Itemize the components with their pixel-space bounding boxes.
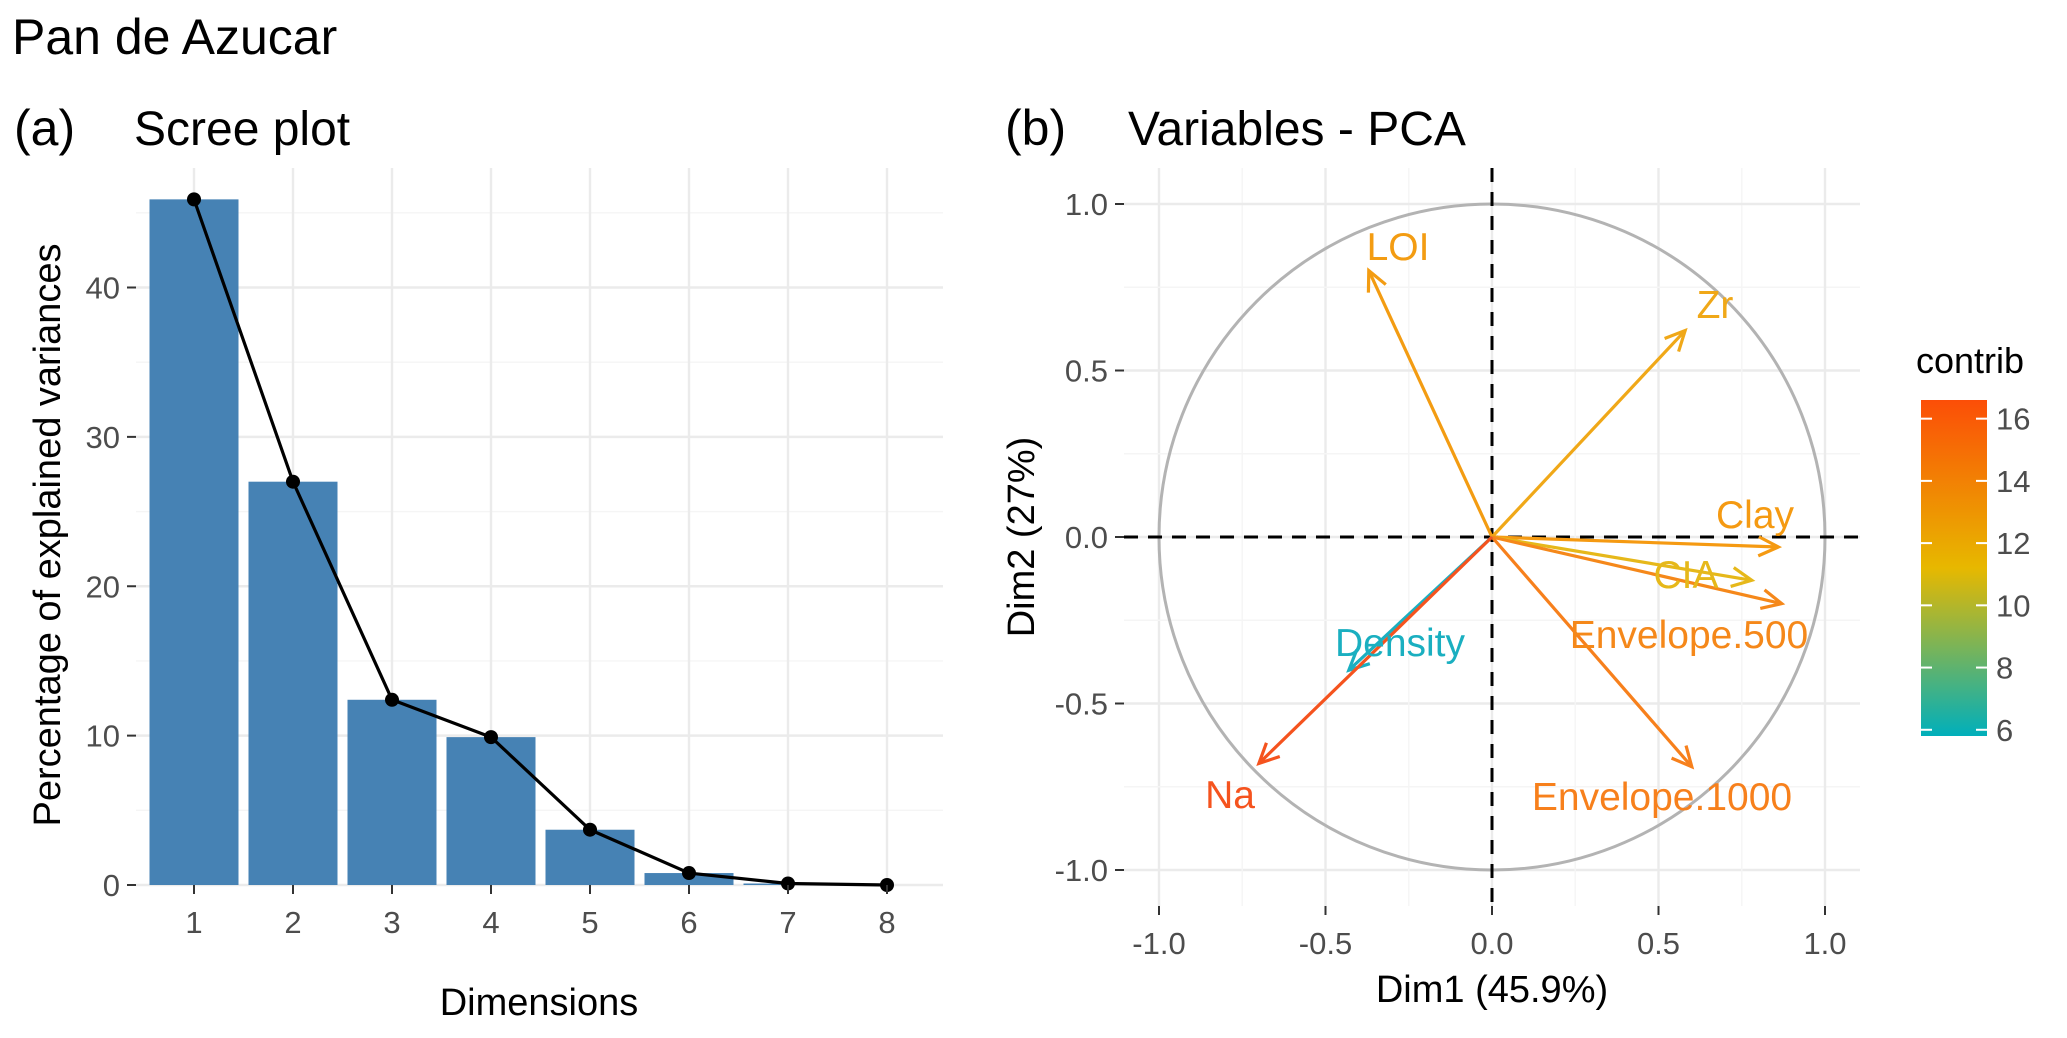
scree-bar: [446, 737, 536, 885]
pca-variable-labels: LOI Zr Clay CIA Envelope.500 Envelope.1000 Den…: [1205, 226, 1808, 819]
pca-y-tick-label: -1.0: [1055, 853, 1108, 888]
pca-label-envelope-500: Envelope.500: [1570, 614, 1809, 657]
pca-title: Variables - PCA: [1128, 103, 1466, 156]
scree-x-tick-label: 6: [680, 905, 697, 940]
legend-tick-label: 16: [1996, 402, 2030, 437]
legend-tick-label: 12: [1996, 526, 2030, 561]
pca-y-label: Dim2 (27%): [1001, 437, 1043, 638]
pca-variable-arrows: [1256, 267, 1786, 770]
panel-a-tag: (a): [14, 100, 75, 156]
pca-arrowhead-loi: [1366, 267, 1387, 293]
pca-label-density: Density: [1335, 622, 1466, 665]
pca-y-tick-label: 0.0: [1065, 520, 1108, 555]
contrib-legend: contrib 6 8 10 12 14 16: [1916, 340, 2030, 748]
legend-tick-label: 6: [1996, 713, 2013, 748]
pca-x-tick-label: 1.0: [1803, 926, 1846, 961]
pca-label-envelope-1000: Envelope.1000: [1532, 776, 1792, 819]
pca-arrowhead-density: [1346, 649, 1371, 673]
scree-y-tick-label: 40: [86, 271, 120, 306]
scree-point: [682, 866, 696, 881]
legend-tick-label: 8: [1996, 651, 2013, 686]
scree-x-tick-label: 4: [482, 905, 499, 940]
pca-y-tick-label: 0.5: [1065, 354, 1108, 389]
scree-bar: [248, 481, 338, 885]
legend-tick-label: 14: [1996, 464, 2030, 499]
pca-variables-panel: (b) Variables - PCA LOI Zr Clay CIA Envelope…: [1001, 100, 1860, 1011]
scree-bar: [347, 699, 437, 885]
scree-x-tick-label: 8: [878, 905, 895, 940]
scree-point: [583, 822, 597, 837]
panel-b-tag: (b): [1005, 100, 1066, 156]
pca-arrow-envelope-500: [1491, 535, 1783, 606]
scree-plot-panel: (a) Scree plot 0 10 20 30 40 1 2 3 4 5 6 7 8 Dimens…: [14, 100, 943, 1024]
scree-plot-x-label: Dimensions: [440, 982, 639, 1024]
pca-arrowhead-envelope-500: [1759, 588, 1786, 611]
figure-title: Pan de Azucar: [12, 9, 337, 65]
scree-line-path: [192, 198, 888, 887]
pca-y-ticks: -1.0 -0.5 0.0 0.5 1.0: [1055, 187, 1124, 888]
pca-label-na: Na: [1205, 774, 1255, 817]
legend-colorbar: [1921, 400, 1987, 736]
scree-plot-title: Scree plot: [134, 103, 350, 156]
pca-x-tick-label: -1.0: [1132, 926, 1185, 961]
pca-arrowhead-envelope-1000: [1670, 745, 1695, 770]
pca-label-cia: CIA: [1653, 554, 1718, 597]
scree-bar: [545, 829, 635, 885]
scree-plot-y-label: Percentage of explained variances: [27, 243, 69, 826]
scree-x-tick-label: 3: [383, 905, 400, 940]
scree-x-tick-label: 5: [581, 905, 598, 940]
pca-x-tick-label: -0.5: [1299, 926, 1352, 961]
pca-arrow-loi: [1367, 269, 1494, 538]
scree-bar: [149, 199, 239, 885]
scree-point: [286, 474, 300, 489]
scree-y-tick-label: 10: [86, 719, 120, 754]
pca-label-zr: Zr: [1697, 284, 1734, 327]
pca-x-tick-label: 0.0: [1470, 926, 1513, 961]
pca-y-tick-label: -0.5: [1055, 687, 1108, 722]
pca-arrowhead-cia: [1730, 566, 1756, 589]
scree-x-tick-label: 1: [185, 905, 202, 940]
scree-point: [187, 192, 201, 207]
scree-point: [781, 876, 795, 891]
pca-arrowhead-clay: [1757, 535, 1783, 558]
pca-arrow-envelope-1000: [1490, 535, 1694, 768]
legend-tick-label: 10: [1996, 588, 2030, 623]
scree-x-tick-label: 2: [284, 905, 301, 940]
pca-label-loi: LOI: [1367, 226, 1430, 269]
pca-arrow-clay: [1491, 535, 1779, 549]
pca-x-tick-label: 0.5: [1637, 926, 1680, 961]
pca-label-clay: Clay: [1716, 494, 1795, 537]
legend-title: contrib: [1916, 340, 2024, 381]
pca-y-tick-label: 1.0: [1065, 187, 1108, 222]
scree-y-tick-label: 20: [86, 569, 120, 604]
pca-arrow-cia: [1491, 535, 1753, 582]
scree-x-tick-label: 7: [779, 905, 796, 940]
pca-arrow-na: [1257, 535, 1494, 765]
scree-y-tick-label: 30: [86, 420, 120, 455]
pca-x-ticks: -1.0 -0.5 0.0 0.5 1.0: [1132, 906, 1847, 961]
pca-arrowhead-zr: [1664, 327, 1688, 353]
scree-y-tick-label: 0: [103, 868, 120, 903]
scree-plot-y-ticks: 0 10 20 30 40: [86, 271, 136, 903]
pca-arrowhead-na: [1256, 742, 1281, 767]
scree-point: [385, 692, 399, 707]
scree-plot-x-ticks: 1 2 3 4 5 6 7 8: [185, 885, 896, 940]
pca-arrow-zr: [1490, 329, 1687, 539]
pca-x-label: Dim1 (45.9%): [1376, 969, 1608, 1011]
scree-point: [484, 730, 498, 745]
legend-ticks: 6 8 10 12 14 16: [1921, 402, 2030, 748]
